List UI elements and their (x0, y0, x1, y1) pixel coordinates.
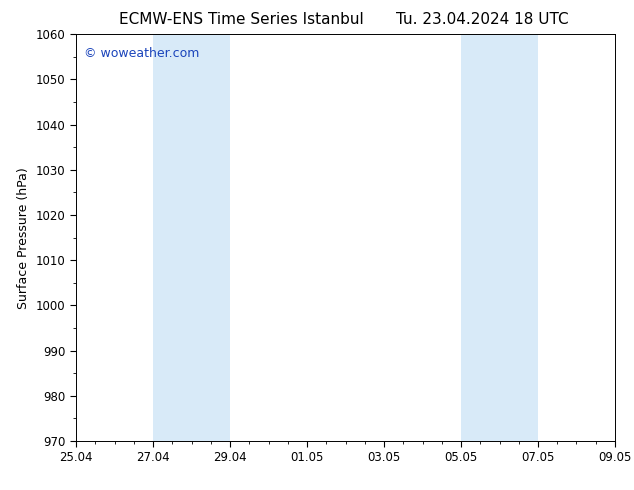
Bar (461, 34, 538, 441)
Bar (153, 34, 230, 441)
Text: Tu. 23.04.2024 18 UTC: Tu. 23.04.2024 18 UTC (396, 12, 568, 27)
Text: © woweather.com: © woweather.com (84, 47, 200, 59)
Y-axis label: Surface Pressure (hPa): Surface Pressure (hPa) (17, 167, 30, 309)
Text: ECMW-ENS Time Series Istanbul: ECMW-ENS Time Series Istanbul (119, 12, 363, 27)
